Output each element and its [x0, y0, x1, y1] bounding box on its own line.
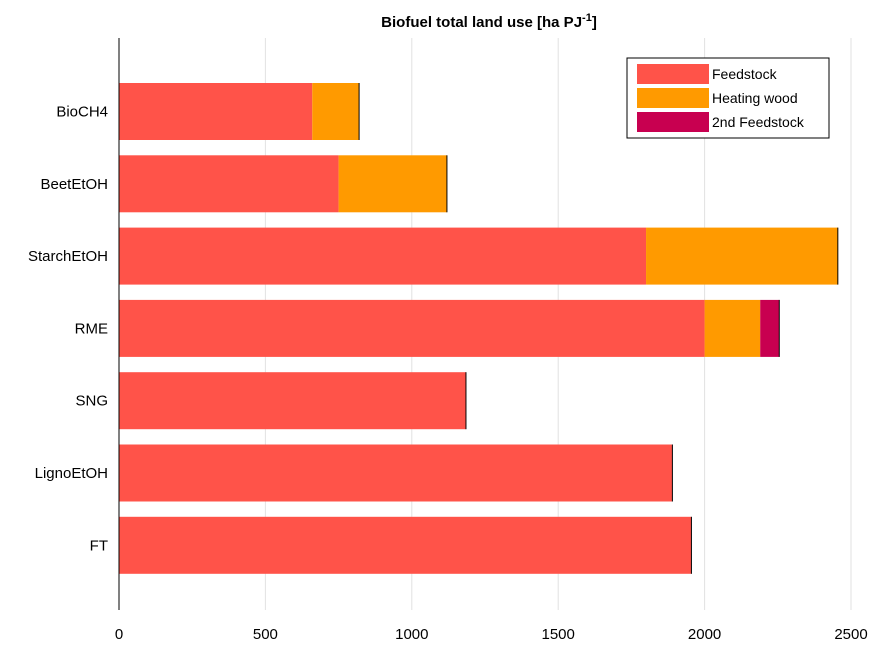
legend: Feedstock Heating wood 2nd Feedstock — [626, 57, 830, 139]
bar-segment — [119, 155, 339, 213]
x-tick-label: 0 — [115, 626, 123, 643]
bar-segment — [119, 299, 705, 357]
legend-swatch — [637, 112, 709, 132]
bar-segment — [760, 299, 780, 357]
legend-label: Heating wood — [712, 90, 798, 106]
bar-segment — [119, 444, 673, 502]
bar-segment — [119, 516, 692, 574]
chart-title-superscript: -1 — [582, 12, 592, 24]
legend-swatch — [637, 88, 709, 108]
bar-segment — [119, 227, 647, 285]
bar-segment — [312, 83, 360, 140]
y-tick-label: StarchEtOH — [28, 248, 108, 265]
bar-segment — [704, 299, 761, 357]
y-tick-label: RME — [75, 320, 108, 337]
legend-label: Feedstock — [712, 66, 778, 82]
x-tick-label: 1500 — [542, 626, 575, 643]
y-tick-label: FT — [90, 537, 108, 554]
x-tick-label: 500 — [253, 626, 278, 643]
bar-segment — [119, 83, 313, 140]
bars — [119, 83, 839, 574]
axes: 0 500 1000 1500 2000 2500 BioCH4 BeetEtOH Starch… — [28, 38, 868, 643]
x-tick-label: 1000 — [395, 626, 428, 643]
y-tick-label: BioCH4 — [56, 104, 108, 121]
bar-segment — [338, 155, 447, 213]
chart-title: Biofuel total land use [ha PJ-1] — [381, 12, 597, 31]
y-tick-label: BeetEtOH — [40, 176, 108, 193]
bar-segment — [646, 227, 838, 285]
y-tick-label: LignoEtOH — [35, 465, 108, 482]
y-tick-label: SNG — [75, 393, 108, 410]
bar-segment — [119, 372, 466, 430]
chart-title-suffix: ] — [592, 14, 597, 31]
legend-label: 2nd Feedstock — [712, 114, 805, 130]
legend-swatch — [637, 64, 709, 84]
x-tick-label: 2500 — [834, 626, 867, 643]
x-tick-label: 2000 — [688, 626, 721, 643]
